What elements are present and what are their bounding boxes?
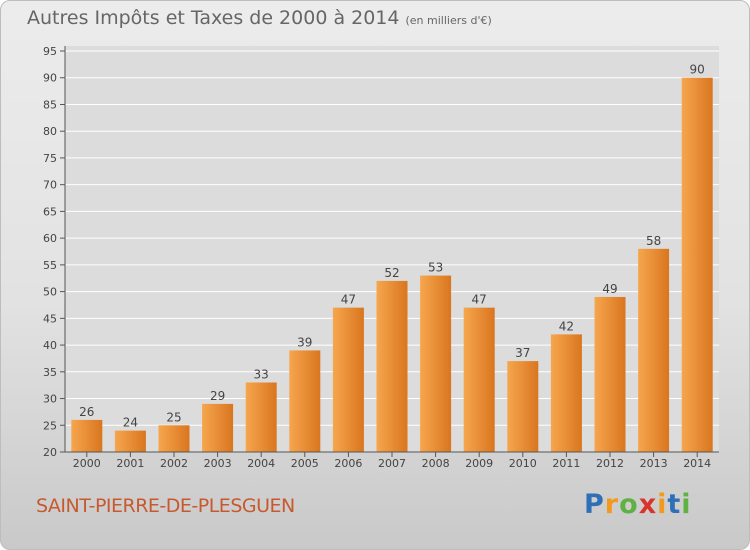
y-tick-label: 45 [43,312,57,325]
bar [507,361,539,452]
bar [114,430,146,452]
x-tick-label: 2005 [291,457,319,470]
chart-title-text: Autres Impôts et Taxes de 2000 à 2014 [27,7,400,29]
chart-unit: (en milliers d'€) [405,14,492,27]
x-tick-label: 2003 [204,457,232,470]
x-tick-label: 2000 [73,457,101,470]
x-tick-label: 2008 [422,457,450,470]
data-label: 29 [210,389,225,403]
bar [638,248,670,452]
x-tick-label: 2006 [334,457,362,470]
logo-letter: t [667,489,682,520]
bar [376,280,408,452]
logo-letter: o [619,489,639,520]
y-tick-label: 35 [43,366,57,379]
bar [158,425,190,452]
y-tick-label: 70 [43,179,57,192]
y-tick-label: 90 [43,72,57,85]
x-tick-label: 2001 [116,457,144,470]
y-tick-label: 85 [43,98,57,111]
data-label: 52 [384,266,399,280]
data-label: 53 [428,261,443,275]
bar [681,77,713,452]
x-tick-label: 2013 [640,457,668,470]
x-tick-label: 2004 [247,457,275,470]
y-tick-label: 40 [43,339,57,352]
proxiti-logo: Proxiti [584,489,692,520]
city-name: SAINT-PIERRE-DE-PLESGUEN [36,495,295,517]
logo-letter: x [638,489,658,520]
data-label: 33 [254,367,269,381]
x-tick-label: 2014 [683,457,711,470]
x-tick-label: 2007 [378,457,406,470]
bar [245,382,277,452]
y-tick-label: 30 [43,393,57,406]
y-tick-label: 55 [43,259,57,272]
bar [71,419,103,452]
bar [550,334,582,452]
bar [289,350,321,452]
data-label: 37 [515,346,530,360]
y-tick-label: 60 [43,232,57,245]
data-label: 42 [559,319,574,333]
data-label: 47 [341,293,356,307]
y-tick-label: 95 [43,45,57,58]
x-tick-label: 2009 [465,457,493,470]
logo-letter: i [681,489,692,520]
x-tick-label: 2010 [509,457,537,470]
y-tick-label: 80 [43,125,57,138]
bar [594,296,626,452]
data-label: 49 [602,282,617,296]
x-tick-label: 2012 [596,457,624,470]
bar [463,307,495,452]
chart-title: Autres Impôts et Taxes de 2000 à 2014 (en… [27,7,492,29]
data-label: 25 [166,410,181,424]
y-tick-label: 50 [43,286,57,299]
data-label: 90 [690,63,705,77]
bar [202,403,234,452]
y-tick-label: 20 [43,446,57,459]
y-tick-label: 75 [43,152,57,165]
data-label: 39 [297,335,312,349]
x-tick-label: 2002 [160,457,188,470]
bar [420,275,452,452]
data-label: 58 [646,234,661,248]
logo-letter: P [584,489,605,520]
x-tick-label: 2011 [552,457,580,470]
data-label: 47 [472,293,487,307]
data-label: 26 [79,405,94,419]
logo-letter: i [657,489,668,520]
logo-letter: r [604,489,620,520]
bar [332,307,364,452]
data-label: 24 [123,416,138,430]
y-tick-label: 25 [43,419,57,432]
y-tick-label: 65 [43,205,57,218]
